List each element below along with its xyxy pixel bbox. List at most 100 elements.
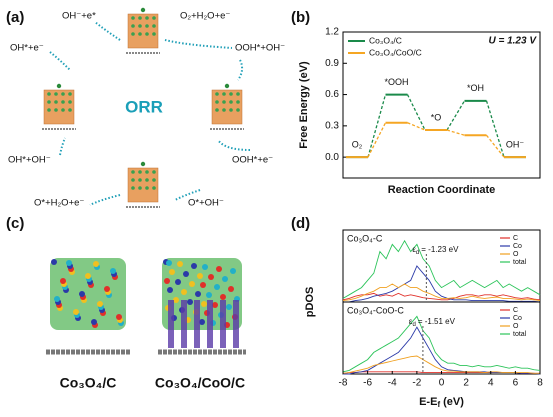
atom	[61, 100, 65, 104]
atom	[215, 108, 219, 112]
panel-label: (c)	[6, 215, 24, 232]
atom	[222, 276, 228, 282]
dos-curve	[342, 292, 541, 301]
atom	[166, 260, 172, 266]
connector	[407, 122, 426, 131]
pillar	[233, 300, 239, 348]
atom	[131, 24, 135, 28]
atom	[206, 292, 212, 298]
pillar	[194, 300, 200, 348]
atom	[145, 24, 149, 28]
legend-label: O	[513, 251, 519, 258]
panel-label: (a)	[6, 9, 24, 26]
atom	[216, 266, 222, 272]
x-tick-label: 6	[513, 378, 519, 389]
atom	[47, 92, 51, 96]
atom	[229, 108, 233, 112]
structure	[50, 258, 126, 330]
atom	[97, 301, 103, 307]
adsorbate	[224, 83, 230, 89]
adsorbate	[140, 161, 146, 167]
atom	[60, 278, 66, 284]
connector	[485, 100, 505, 158]
dos-curve	[343, 326, 541, 375]
arrow	[174, 189, 201, 201]
x-tick-label: -2	[412, 378, 421, 389]
x-axis-label: Reaction Coordinate	[388, 184, 496, 196]
atom	[145, 32, 149, 36]
atom	[66, 260, 72, 266]
atom	[181, 289, 187, 295]
atom	[201, 301, 207, 307]
atom	[183, 271, 189, 277]
atom	[104, 286, 110, 292]
atom	[212, 302, 218, 308]
atom	[222, 108, 226, 112]
atom	[116, 314, 122, 320]
symbol: ε	[409, 317, 413, 326]
x-label-main: E-E	[419, 396, 437, 408]
reaction-label: OH*+e⁻	[10, 43, 44, 54]
atom	[236, 108, 240, 112]
atom	[173, 297, 179, 303]
x-tick-label: 4	[488, 378, 494, 389]
y-tick-label: 0.6	[325, 89, 339, 100]
pillar	[220, 300, 226, 348]
d-band-label: εd = -1.51 eV	[409, 317, 456, 327]
atom	[215, 92, 219, 96]
arrow	[94, 21, 121, 41]
legend-label: Co	[513, 243, 522, 250]
reaction-label: OH*+OH⁻	[8, 155, 51, 166]
legend-label: total	[513, 331, 527, 338]
atom	[152, 24, 156, 28]
state-label: *OOH	[384, 77, 408, 87]
atom	[68, 92, 72, 96]
atom	[187, 299, 193, 305]
x-tick-label: -8	[339, 378, 348, 389]
atom	[230, 268, 236, 274]
arrow	[217, 139, 251, 151]
legend-label: Co₃O₄/C	[369, 35, 402, 45]
atom	[236, 100, 240, 104]
atom	[138, 24, 142, 28]
atom	[110, 268, 116, 274]
atom	[131, 16, 135, 20]
atom	[215, 100, 219, 104]
connector	[485, 134, 505, 158]
reaction-label: OOH*+OH⁻	[235, 43, 285, 54]
legend-label: C	[513, 235, 518, 242]
symbol: ε	[412, 245, 416, 254]
legend-label: C	[513, 307, 518, 314]
atom	[195, 291, 201, 297]
atom	[200, 282, 206, 288]
atom	[199, 319, 205, 325]
state-label: OH⁻	[506, 140, 525, 150]
panel-title: Co₃O₄-CoO-C	[347, 305, 404, 315]
legend-label: Co₃O₄/CoO/C	[369, 47, 422, 57]
atom	[220, 294, 226, 300]
x-label-sub: f	[437, 400, 440, 409]
atom	[191, 263, 197, 269]
atom	[79, 291, 85, 297]
legend-label: O	[513, 323, 519, 330]
atom	[91, 319, 97, 325]
x-label-unit: (eV)	[443, 396, 464, 408]
atom	[167, 287, 173, 293]
state-label: *O	[431, 112, 442, 122]
atom	[54, 296, 60, 302]
panel-label: (b)	[291, 9, 310, 26]
atom	[68, 108, 72, 112]
atom	[228, 286, 234, 292]
atom	[222, 92, 226, 96]
atom	[61, 92, 65, 96]
atom	[152, 32, 156, 36]
atom	[51, 259, 57, 265]
y-tick-label: 0.0	[325, 152, 339, 163]
annotation: U = 1.23 V	[488, 36, 537, 47]
pillar	[168, 300, 174, 348]
arrow	[164, 39, 233, 49]
state-label: *OH	[467, 83, 484, 93]
atom	[145, 178, 149, 182]
atom	[208, 274, 214, 280]
arrow	[89, 194, 121, 206]
